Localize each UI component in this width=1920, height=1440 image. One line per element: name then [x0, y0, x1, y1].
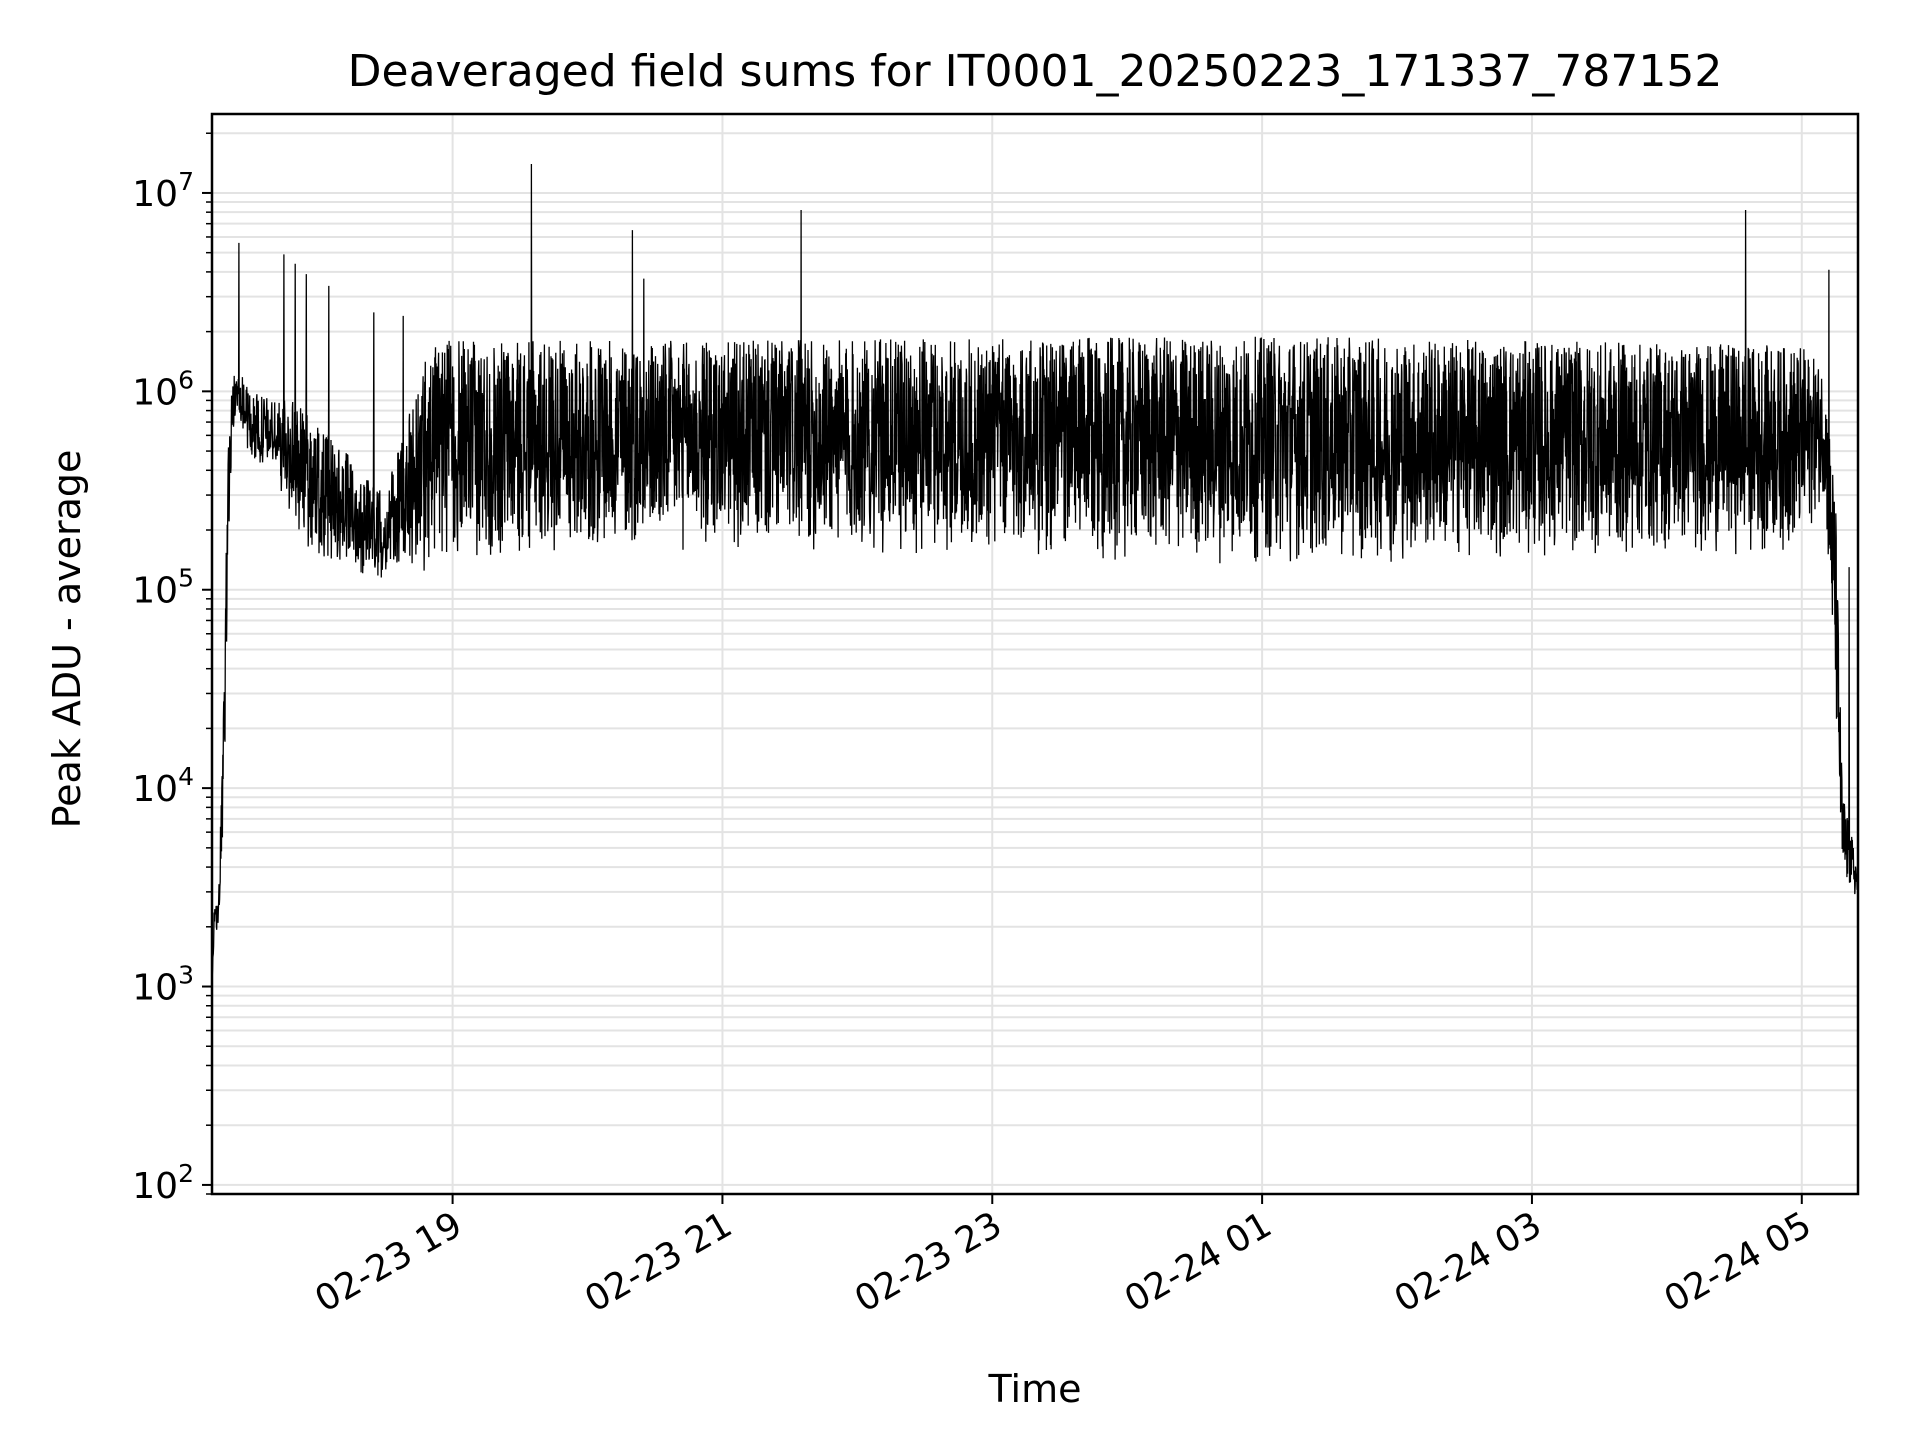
y-tick-base: 10 — [132, 769, 178, 810]
y-tick-base: 10 — [132, 968, 178, 1009]
y-tick-base: 10 — [132, 571, 178, 612]
y-tick-exponent: 3 — [178, 961, 194, 990]
y-tick-exponent: 6 — [178, 365, 194, 394]
y-tick-exponent: 5 — [178, 564, 194, 593]
y-tick-base: 10 — [132, 174, 178, 215]
y-tick-label: 107 — [132, 167, 194, 215]
y-tick-label: 103 — [132, 961, 194, 1009]
y-tick-label: 106 — [132, 365, 194, 413]
y-tick-label: 102 — [132, 1159, 194, 1207]
data-series-line — [211, 163, 1859, 987]
x-axis-label: Time — [988, 1367, 1082, 1411]
y-tick-exponent: 2 — [178, 1159, 194, 1188]
y-tick-exponent: 4 — [178, 762, 194, 791]
data-layer — [211, 163, 1859, 987]
y-tick-exponent: 7 — [178, 167, 194, 196]
y-axis-label: Peak ADU - average — [45, 450, 89, 829]
y-tick-label: 105 — [132, 564, 194, 612]
axes-layer — [210, 112, 1860, 1196]
chart-title: Deaveraged field sums for IT0001_2025022… — [348, 46, 1723, 97]
y-tick-base: 10 — [132, 372, 178, 413]
y-tick-label: 104 — [132, 762, 194, 810]
y-tick-base: 10 — [132, 1166, 178, 1207]
plot-frame — [210, 112, 1860, 1196]
